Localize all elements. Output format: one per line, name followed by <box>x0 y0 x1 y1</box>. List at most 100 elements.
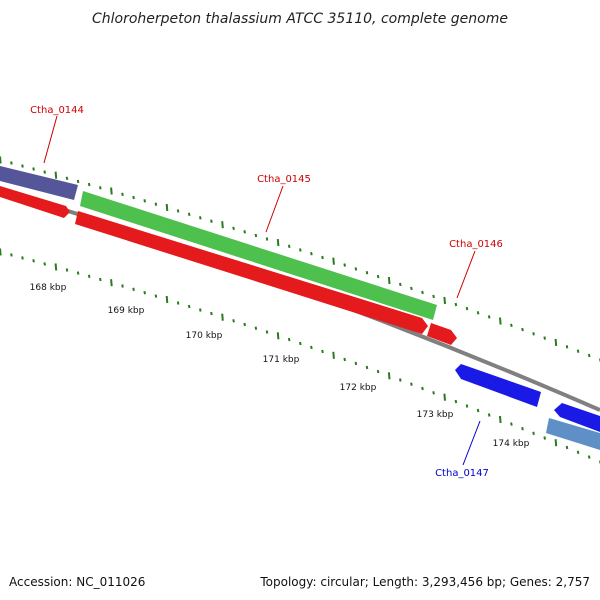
tick-mark <box>376 274 380 279</box>
tick-mark <box>465 404 469 408</box>
tick-mark <box>0 248 2 256</box>
tick-mark <box>410 286 413 291</box>
tick-mark <box>343 263 346 267</box>
tick-mark <box>199 308 202 312</box>
tick-mark <box>254 233 258 238</box>
accession-text: Accession: NC_011026 <box>9 575 145 589</box>
tick-mark <box>87 182 91 187</box>
tick-mark <box>187 212 191 216</box>
gene-label-ctha-0144[interactable]: Ctha_0144 <box>30 105 84 116</box>
gene-label-leader <box>265 185 284 233</box>
tick-mark <box>154 202 158 206</box>
tick-mark <box>287 244 291 248</box>
tick-mark <box>532 332 535 336</box>
inner-tick-track <box>0 248 600 464</box>
gene-label-ctha-0147[interactable]: Ctha_0147 <box>435 468 489 479</box>
tick-mark <box>187 304 191 309</box>
tick-mark <box>154 294 158 298</box>
tick-mark <box>265 330 269 334</box>
gene-label-ctha-0145[interactable]: Ctha_0145 <box>257 174 311 185</box>
gene-features <box>0 166 600 450</box>
gene-feature-red-0146[interactable] <box>427 323 457 345</box>
tick-mark <box>276 332 280 340</box>
tick-mark <box>310 252 313 256</box>
tick-mark <box>299 248 302 252</box>
tick-mark <box>421 290 424 295</box>
tick-mark <box>176 301 180 305</box>
scale-label: 172 kbp <box>340 383 377 393</box>
tick-mark <box>54 171 58 179</box>
tick-mark <box>10 161 13 165</box>
tick-mark <box>554 439 558 447</box>
tick-mark <box>265 237 269 241</box>
scale-label: 171 kbp <box>263 355 300 365</box>
tick-mark <box>399 282 402 287</box>
tick-mark <box>43 170 46 174</box>
scale-label: 168 kbp <box>30 283 67 293</box>
scale-labels: 168 kbp 169 kbp 170 kbp 171 kbp 172 kbp … <box>30 283 530 449</box>
gene-feature-green-0145[interactable] <box>80 191 437 320</box>
tick-mark <box>76 271 80 275</box>
tick-mark <box>587 353 591 358</box>
tick-mark <box>165 295 169 304</box>
tick-mark <box>276 239 280 247</box>
tick-mark <box>21 256 24 260</box>
tick-mark <box>487 413 491 417</box>
tick-mark <box>354 267 358 271</box>
tick-mark <box>332 351 335 359</box>
tick-mark <box>510 323 513 327</box>
tick-mark <box>387 372 391 380</box>
tick-mark <box>143 291 146 295</box>
gene-feature-dark-purple[interactable] <box>0 166 78 200</box>
map-title: Chloroherpeton thalassium ATCC 35110, co… <box>92 11 508 27</box>
tick-mark <box>321 349 324 354</box>
tick-mark <box>65 268 69 272</box>
gene-label-ctha-0146[interactable]: Ctha_0146 <box>449 239 503 250</box>
outer-tick-track <box>0 156 600 362</box>
tick-mark <box>321 255 324 260</box>
tick-mark <box>210 219 213 223</box>
scale-label: 174 kbp <box>493 439 530 449</box>
tick-mark <box>87 274 91 278</box>
tick-mark <box>576 349 580 353</box>
tick-mark <box>76 179 80 184</box>
tick-mark <box>421 386 424 391</box>
tick-mark <box>310 345 313 350</box>
tick-mark <box>99 186 102 190</box>
tick-mark <box>132 287 135 291</box>
tick-mark <box>587 455 591 459</box>
tick-mark <box>532 431 535 435</box>
tick-mark <box>543 436 546 440</box>
tick-mark <box>499 317 502 325</box>
gene-feature-red-0145[interactable] <box>75 211 428 334</box>
tick-mark <box>121 284 124 288</box>
tick-mark <box>521 327 524 332</box>
tick-mark <box>332 257 335 265</box>
tick-mark <box>521 427 524 431</box>
genome-summary-text: Topology: circular; Length: 3,293,456 bp… <box>259 575 590 589</box>
gene-feature-blue-next[interactable] <box>554 403 600 432</box>
tick-mark <box>232 226 235 230</box>
tick-mark <box>176 209 180 213</box>
tick-mark <box>343 357 346 362</box>
gene-label-leader <box>462 420 481 466</box>
tick-mark <box>543 336 546 340</box>
tick-mark <box>476 311 480 315</box>
gene-feature-red-0144[interactable] <box>0 186 70 218</box>
gene-feature-steel-blue[interactable] <box>546 418 600 450</box>
tick-mark <box>121 192 124 196</box>
tick-mark <box>354 361 358 366</box>
tick-mark <box>254 326 258 330</box>
tick-mark <box>243 230 246 234</box>
tick-mark <box>221 313 224 321</box>
tick-mark <box>110 279 113 287</box>
gene-feature-blue-0147[interactable] <box>455 364 541 407</box>
tick-mark <box>454 302 458 307</box>
tick-mark <box>499 415 502 424</box>
tick-mark <box>99 277 102 282</box>
scale-label: 170 kbp <box>186 331 223 341</box>
tick-mark <box>243 322 246 327</box>
tick-mark <box>387 276 391 285</box>
tick-mark <box>210 311 213 316</box>
tick-mark <box>132 195 135 200</box>
